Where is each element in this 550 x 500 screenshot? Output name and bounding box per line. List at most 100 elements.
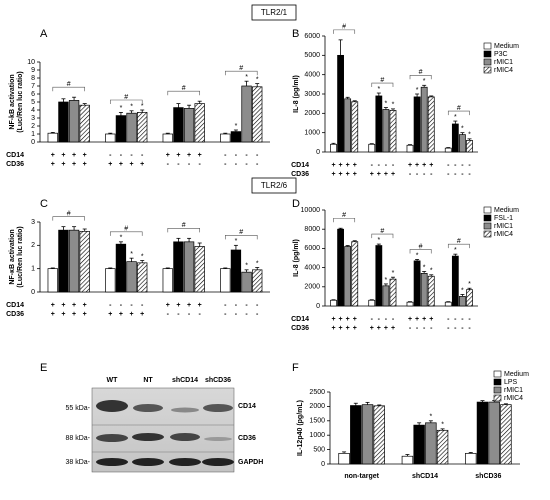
band xyxy=(132,458,164,466)
row-sign: + xyxy=(339,162,343,169)
row-label: CD36 xyxy=(6,311,24,318)
y-tick-label: 5 xyxy=(31,99,35,106)
size-label: 38 kDa- xyxy=(65,459,90,466)
row-label: CD36 xyxy=(291,325,309,332)
row-sign: - xyxy=(235,161,238,168)
bar xyxy=(373,405,385,465)
row-sign: + xyxy=(377,171,381,178)
row-sign: - xyxy=(188,161,191,168)
row-sign: - xyxy=(141,152,144,159)
row-label: CD14 xyxy=(291,162,309,169)
band xyxy=(169,458,201,466)
y-tick-label: 2 xyxy=(31,242,35,249)
bracket xyxy=(371,82,394,88)
row-sign: - xyxy=(416,171,419,178)
bar xyxy=(413,96,421,153)
row-sign: - xyxy=(423,325,426,332)
panel-letter: A xyxy=(40,28,48,40)
y-tick-label: 1 xyxy=(31,266,35,273)
bracket xyxy=(52,86,86,92)
x-tick-label: shCD36 xyxy=(475,473,501,480)
significance-mark: * xyxy=(130,251,133,258)
row-sign: + xyxy=(339,171,343,178)
row-sign: + xyxy=(346,162,350,169)
y-tick-label: 4000 xyxy=(304,72,320,79)
band xyxy=(202,458,234,466)
bracket xyxy=(409,75,432,80)
bar xyxy=(330,299,337,307)
legend-label: rMIC1 xyxy=(494,223,513,230)
legend-label: Medium xyxy=(494,207,519,214)
significance-mark: * xyxy=(441,422,444,429)
panel-letter: D xyxy=(292,198,300,210)
y-tick-label: 3 xyxy=(31,219,35,226)
y-axis-label: NF-kB activation xyxy=(9,74,16,129)
row-sign: + xyxy=(72,302,76,309)
bracket xyxy=(224,235,258,240)
row-sign: + xyxy=(119,161,123,168)
size-label: 88 kDa- xyxy=(65,435,90,442)
bracket xyxy=(333,217,356,223)
y-tick-label: 9 xyxy=(31,67,35,74)
row-sign: - xyxy=(130,302,133,309)
bracket xyxy=(447,110,470,116)
bracket xyxy=(109,99,143,104)
row-label: CD36 xyxy=(6,161,24,168)
row-sign: + xyxy=(108,161,112,168)
protein-label: CD36 xyxy=(238,435,256,442)
bracket xyxy=(167,228,201,233)
header: TLR2/6 xyxy=(261,181,288,190)
header: TLR2/1 xyxy=(261,8,288,17)
significance-mark: * xyxy=(392,102,395,109)
row-sign: - xyxy=(167,161,170,168)
y-tick-label: 8 xyxy=(31,75,35,82)
row-sign: + xyxy=(140,161,144,168)
row-sign: - xyxy=(245,311,248,318)
y-tick-label: 1500 xyxy=(309,418,325,425)
band xyxy=(96,434,128,442)
lane-label: WT xyxy=(107,377,119,384)
bar xyxy=(401,455,414,465)
row-sign: - xyxy=(423,171,426,178)
legend-swatch xyxy=(493,386,502,394)
y-tick-label: 0 xyxy=(316,149,320,156)
row-sign: + xyxy=(353,325,357,332)
bar xyxy=(79,230,90,293)
lane-label: NT xyxy=(143,377,153,384)
bar xyxy=(194,103,205,143)
band xyxy=(96,400,128,412)
panel-letter: E xyxy=(40,362,47,374)
bar xyxy=(252,86,263,143)
legend-swatch xyxy=(483,42,492,50)
legend-label: Medium xyxy=(504,371,529,378)
row-sign: - xyxy=(454,316,457,323)
legend-swatch xyxy=(493,370,502,378)
bar xyxy=(162,133,173,143)
row-sign: + xyxy=(61,311,65,318)
legend-label: rMIC4 xyxy=(504,395,523,402)
row-sign: - xyxy=(461,325,464,332)
bar xyxy=(368,143,376,153)
bar xyxy=(375,245,383,307)
row-sign: + xyxy=(370,171,374,178)
row-sign: - xyxy=(430,325,433,332)
bar xyxy=(344,246,352,307)
significance-mark: * xyxy=(141,253,144,260)
bracket xyxy=(52,216,86,221)
bracket xyxy=(409,249,432,254)
bar xyxy=(459,134,466,153)
significance-mark: * xyxy=(256,260,259,267)
row-sign: - xyxy=(224,302,227,309)
significance-mark: * xyxy=(141,103,144,110)
header-box xyxy=(251,4,297,21)
y-tick-label: 6000 xyxy=(304,33,320,40)
bar xyxy=(350,405,362,465)
bar xyxy=(47,268,58,293)
significance-mark: * xyxy=(245,263,248,270)
bar xyxy=(436,429,449,465)
significance-mark: * xyxy=(461,287,464,294)
row-sign: - xyxy=(371,162,374,169)
bracket-label: # xyxy=(419,69,423,76)
row-sign: - xyxy=(392,162,395,169)
row-sign: - xyxy=(177,161,180,168)
